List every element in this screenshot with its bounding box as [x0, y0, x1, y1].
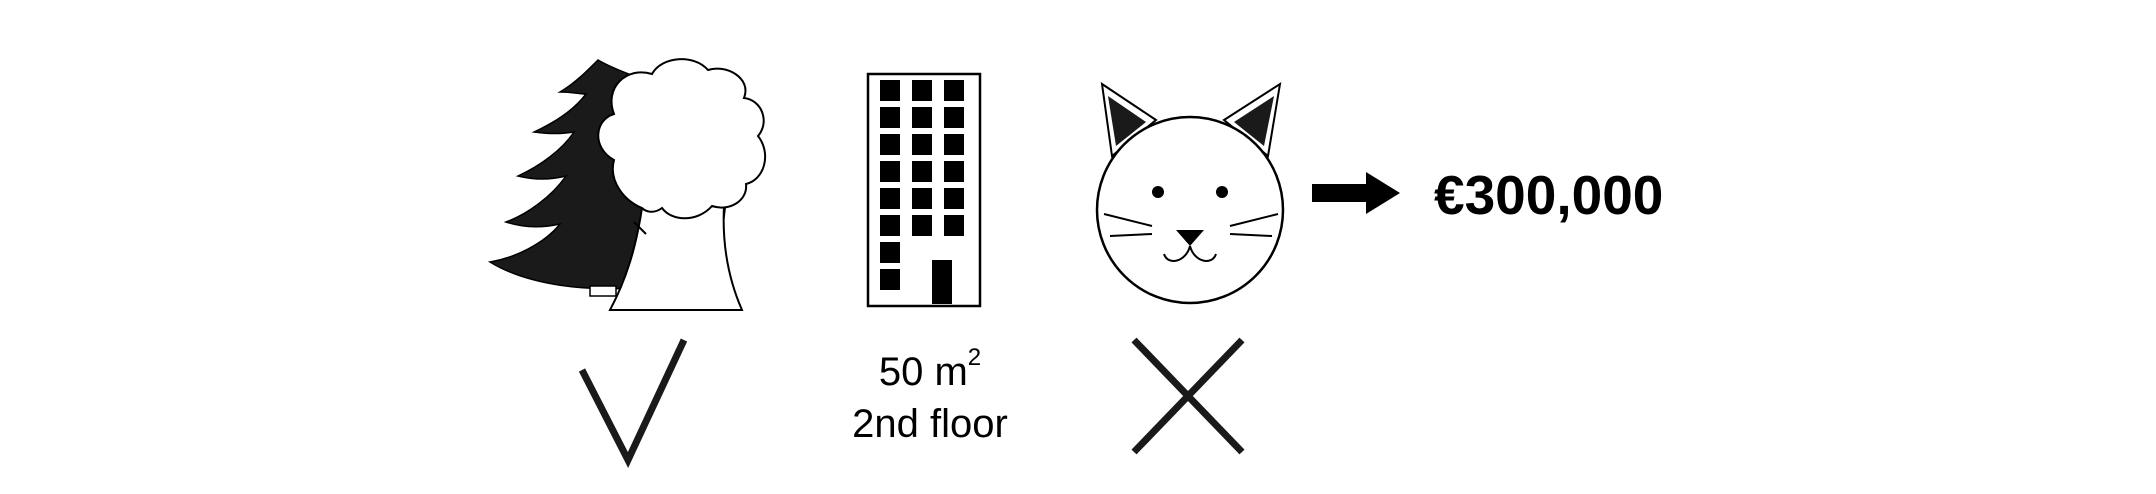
building-windows	[880, 80, 964, 290]
area-value: 50 m	[878, 350, 968, 394]
floor-label: 2nd floor	[852, 402, 1008, 446]
window	[912, 215, 932, 236]
apartment-details: 50 m2 2nd floor	[820, 346, 1040, 450]
window	[912, 107, 932, 128]
window	[880, 107, 900, 128]
window	[944, 188, 964, 209]
area-exponent: 2	[967, 344, 982, 371]
window	[944, 215, 964, 236]
building-door	[932, 260, 952, 304]
arrow-right-icon	[1312, 172, 1400, 214]
deciduous-tree-icon	[597, 58, 767, 311]
window	[880, 269, 900, 290]
window	[912, 188, 932, 209]
checkmark-icon	[578, 338, 688, 468]
window	[944, 161, 964, 182]
price-value: €300,000	[1434, 164, 1664, 226]
window	[912, 161, 932, 182]
window	[880, 80, 900, 101]
window	[880, 161, 900, 182]
building-icon	[866, 72, 982, 308]
window	[944, 80, 964, 101]
window	[944, 134, 964, 155]
window	[912, 134, 932, 155]
area-label: 50 m2	[820, 346, 1040, 398]
window	[880, 215, 900, 236]
cat-icon	[1095, 81, 1285, 305]
cross-icon	[1131, 337, 1245, 455]
window	[880, 134, 900, 155]
window	[912, 80, 932, 101]
window	[880, 188, 900, 209]
window	[944, 107, 964, 128]
trees-icon	[487, 58, 767, 311]
window	[880, 242, 900, 263]
